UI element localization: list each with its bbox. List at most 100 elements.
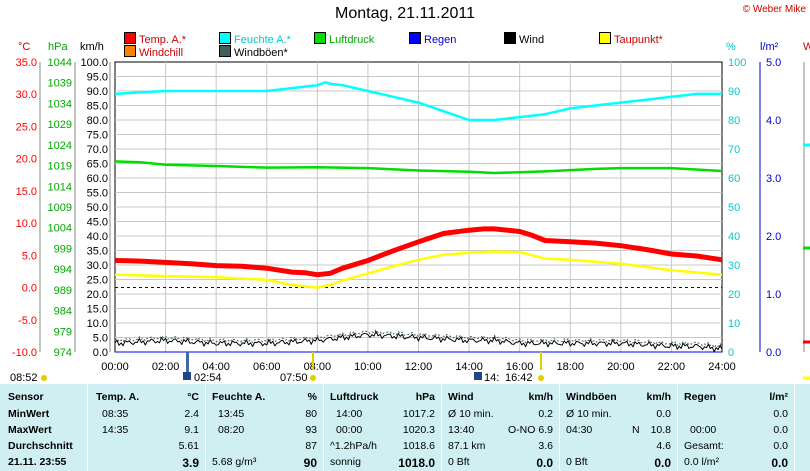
cell-time: Ø 10 min.: [566, 408, 612, 420]
legend-pressure: Luftdruck: [314, 32, 374, 46]
summary-col-humidity: Feuchte A. % 13:45 80 08:20 93 87 5.68 g…: [205, 384, 323, 471]
wind-tick-label: 100.0: [80, 57, 108, 69]
summary-header: Luftdruck: [330, 391, 379, 403]
x-tick-label: 18:00: [556, 361, 584, 373]
moon-icon: [474, 372, 482, 380]
wind-tick-label: 45.0: [87, 217, 108, 229]
wind-tick-label: 85.0: [87, 101, 108, 113]
wind-tick-label: 5.0: [93, 333, 108, 345]
sun-icon: [41, 375, 47, 381]
pressure-tick-label: 1029: [48, 119, 72, 131]
current-value: 0.0: [536, 456, 553, 470]
pressure-tick-label: 1009: [48, 202, 72, 214]
legend-rain: Regen: [409, 32, 456, 46]
summary-header: Feuchte A.: [212, 391, 266, 403]
series-line-wind: [114, 331, 723, 353]
summary-unit: l/m²: [769, 391, 788, 403]
x-tick-label: 16:00: [506, 361, 534, 373]
humidity-tick-label: 0: [728, 347, 734, 359]
cell-value: 4.6: [656, 440, 671, 452]
rain-unit-label: l/m²: [760, 41, 779, 53]
humidity-tick-label: 20: [728, 289, 740, 301]
cell-value: 0.0: [773, 408, 788, 420]
summary-unit: hPa: [415, 391, 435, 403]
legend-swatch: [124, 45, 136, 57]
summary-header: Windböen: [566, 391, 617, 403]
summary-table: Sensor MinWert MaxWert Durchschnitt 21.1…: [0, 384, 810, 471]
humidity-tick-label: 30: [728, 260, 740, 272]
pressure-tick-label: 1004: [48, 223, 72, 235]
pressure-tick-label: 1044: [48, 57, 72, 69]
rain-rate: 0.0 l/m²: [684, 456, 720, 468]
wind-distance: 87.1 km: [448, 440, 486, 452]
legend-swatch: [314, 32, 326, 44]
pressure-tick-label: 974: [54, 347, 72, 359]
humidity-tick-label: 90: [728, 86, 740, 98]
legend-label: Windchill: [139, 47, 184, 59]
rain-total-label: Gesamt:: [684, 440, 724, 452]
current-value: 0.0: [654, 456, 671, 470]
wind-unit-label: km/h: [80, 41, 104, 53]
humidity-tick-label: 10: [728, 318, 740, 330]
cell-time: 00:00: [336, 424, 363, 436]
legend-label: Taupunkt*: [614, 34, 663, 46]
sun-icon: [538, 375, 544, 381]
cell-value: 0.0: [656, 408, 671, 420]
legend-temp: Temp. A.*: [124, 32, 186, 46]
current-value: 0.0: [771, 456, 788, 470]
rain-tick-label: 5.0: [766, 57, 781, 69]
legend-label: Regen: [424, 34, 457, 46]
cell-value: 0.0: [773, 440, 788, 452]
cell-value: 1017.2: [402, 408, 435, 420]
cell-value: 1018.6: [402, 440, 435, 452]
pressure-tick-label: 979: [54, 326, 72, 338]
summary-col-rain: Regen l/m² 0.0 00:00 0.0 Gesamt: 0.0 0.0…: [677, 384, 794, 471]
summary-unit: %: [307, 391, 317, 403]
credit-text: © Weber Mike: [742, 4, 806, 15]
humidity-unit-label: %: [726, 41, 736, 53]
cell-time: Ø 10 min.: [448, 408, 494, 420]
wind-tick-label: 95.0: [87, 72, 108, 84]
moon-time-3: 14:: [484, 372, 500, 384]
abs-humidity: 5.68 g/m³: [212, 456, 257, 468]
wind-tick-label: 20.0: [87, 289, 108, 301]
x-tick-label: 00:00: [101, 361, 129, 373]
legend-swatch: [219, 32, 231, 44]
summary-col-pressure: Luftdruck hPa 14:00 1017.2 00:00 1020.3 …: [323, 384, 441, 471]
cell-value: 3.6: [538, 440, 553, 452]
timestamp: 21.11. 23:55: [8, 456, 67, 468]
forecast-text: sonnig: [330, 456, 361, 468]
sunrise-time: 08:52: [10, 372, 38, 384]
pressure-tick-label: 1034: [48, 98, 72, 110]
wind-tick-label: 40.0: [87, 231, 108, 243]
series-line-temp-a: [114, 226, 723, 278]
wind-tick-label: 15.0: [87, 304, 108, 316]
cell-value: 87: [305, 440, 317, 452]
cell-time: 08:35: [102, 408, 129, 420]
temp-tick-label: 25.0: [16, 121, 37, 133]
pressure-unit-label: hPa: [48, 41, 68, 53]
moon-icon: [183, 372, 191, 380]
cut-unit-label: W: [803, 41, 810, 53]
sunset-time: 16:42: [505, 372, 533, 384]
legend-label: Feuchte A.*: [234, 34, 291, 46]
cell-time: 08:20: [218, 424, 245, 436]
series-line-taupunkt: [114, 250, 723, 289]
wind-tick-label: 50.0: [87, 202, 108, 214]
pressure-tick-label: 989: [54, 285, 72, 297]
x-tick-label: 08:00: [304, 361, 332, 373]
humidity-tick-label: 50: [728, 202, 740, 214]
summary-unit: km/h: [646, 391, 671, 403]
wind-tick-label: 25.0: [87, 275, 108, 287]
rain-tick-label: 2.0: [766, 231, 781, 243]
sunrise-marker: [312, 352, 314, 370]
cell-time: 14:00: [336, 408, 363, 420]
cell-value: 10.8: [650, 424, 671, 436]
wind-tick-label: 10.0: [87, 318, 108, 330]
x-tick-label: 20:00: [607, 361, 635, 373]
humidity-tick-label: 40: [728, 231, 740, 243]
current-value: 90: [303, 456, 317, 470]
sun-icon: [310, 375, 316, 381]
x-tick-label: 04:00: [202, 361, 230, 373]
wind-tick-label: 0.0: [93, 347, 108, 359]
